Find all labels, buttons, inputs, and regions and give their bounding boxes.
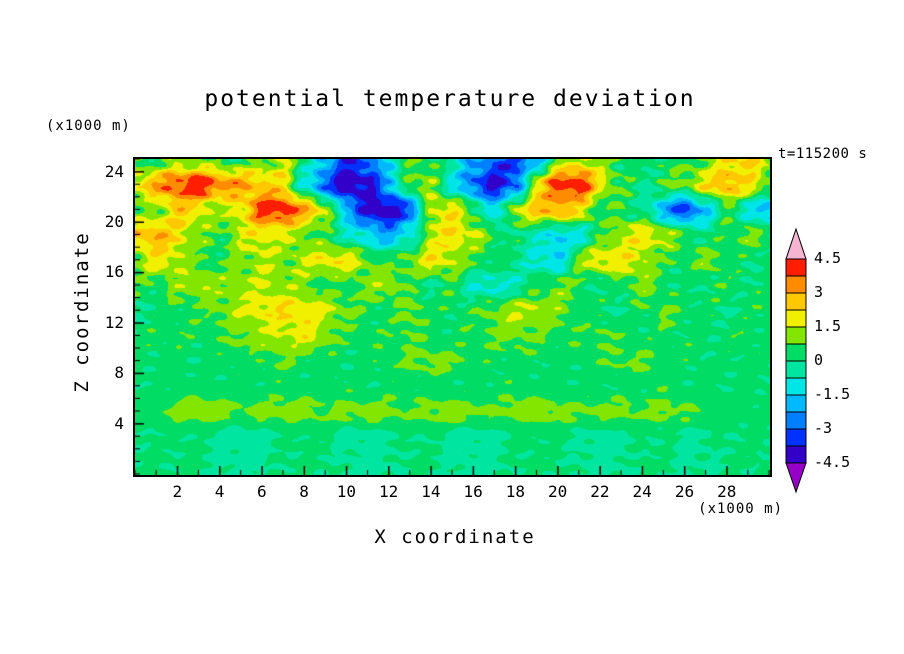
x-axis-title: X coordinate xyxy=(374,526,536,548)
y-axis-unit-label: (x1000 m) xyxy=(46,118,131,134)
x-tick-label: 10 xyxy=(336,482,356,501)
plot-area xyxy=(133,157,772,477)
y-tick-label: 12 xyxy=(104,312,124,332)
x-tick-label: 20 xyxy=(548,482,568,501)
colorbar-tick-label: -1.5 xyxy=(814,385,851,403)
colorbar-tick-label: 1.5 xyxy=(814,317,842,335)
colorbar-tick-label: -4.5 xyxy=(814,453,851,471)
y-tick-label: 4 xyxy=(114,413,124,433)
y-tick-label: 24 xyxy=(104,161,124,181)
colorbar-tick-label: 3 xyxy=(814,283,824,301)
x-tick-label: 18 xyxy=(505,482,526,501)
x-tick-label: 6 xyxy=(256,482,267,501)
x-tick-label: 12 xyxy=(378,482,399,501)
x-tick-label: 2 xyxy=(172,482,183,501)
x-axis-unit-label: (x1000 m) xyxy=(698,501,783,517)
y-tick-label: 20 xyxy=(104,212,124,231)
x-tick-label: 24 xyxy=(632,482,652,501)
x-tick-label: 4 xyxy=(214,482,225,501)
colorbar-tick-label: 0 xyxy=(814,351,824,369)
temperature-deviation-heatmap xyxy=(135,159,770,475)
x-tick-label: 16 xyxy=(463,482,483,501)
x-tick-label: 8 xyxy=(299,482,309,501)
colorbar-gradient xyxy=(785,227,807,494)
y-tick-label: 16 xyxy=(104,262,124,282)
x-tick-label: 22 xyxy=(590,482,610,501)
colorbar xyxy=(784,227,808,498)
x-tick-label: 14 xyxy=(421,482,441,501)
chart-title: potential temperature deviation xyxy=(204,86,696,112)
colorbar-tick-label: -3 xyxy=(814,419,833,437)
time-annotation: t=115200 s xyxy=(778,146,868,162)
x-tick-label: 26 xyxy=(674,482,695,501)
colorbar-tick-label: 4.5 xyxy=(814,249,842,267)
y-tick-label: 8 xyxy=(114,363,124,383)
x-tick-label: 28 xyxy=(717,482,737,501)
